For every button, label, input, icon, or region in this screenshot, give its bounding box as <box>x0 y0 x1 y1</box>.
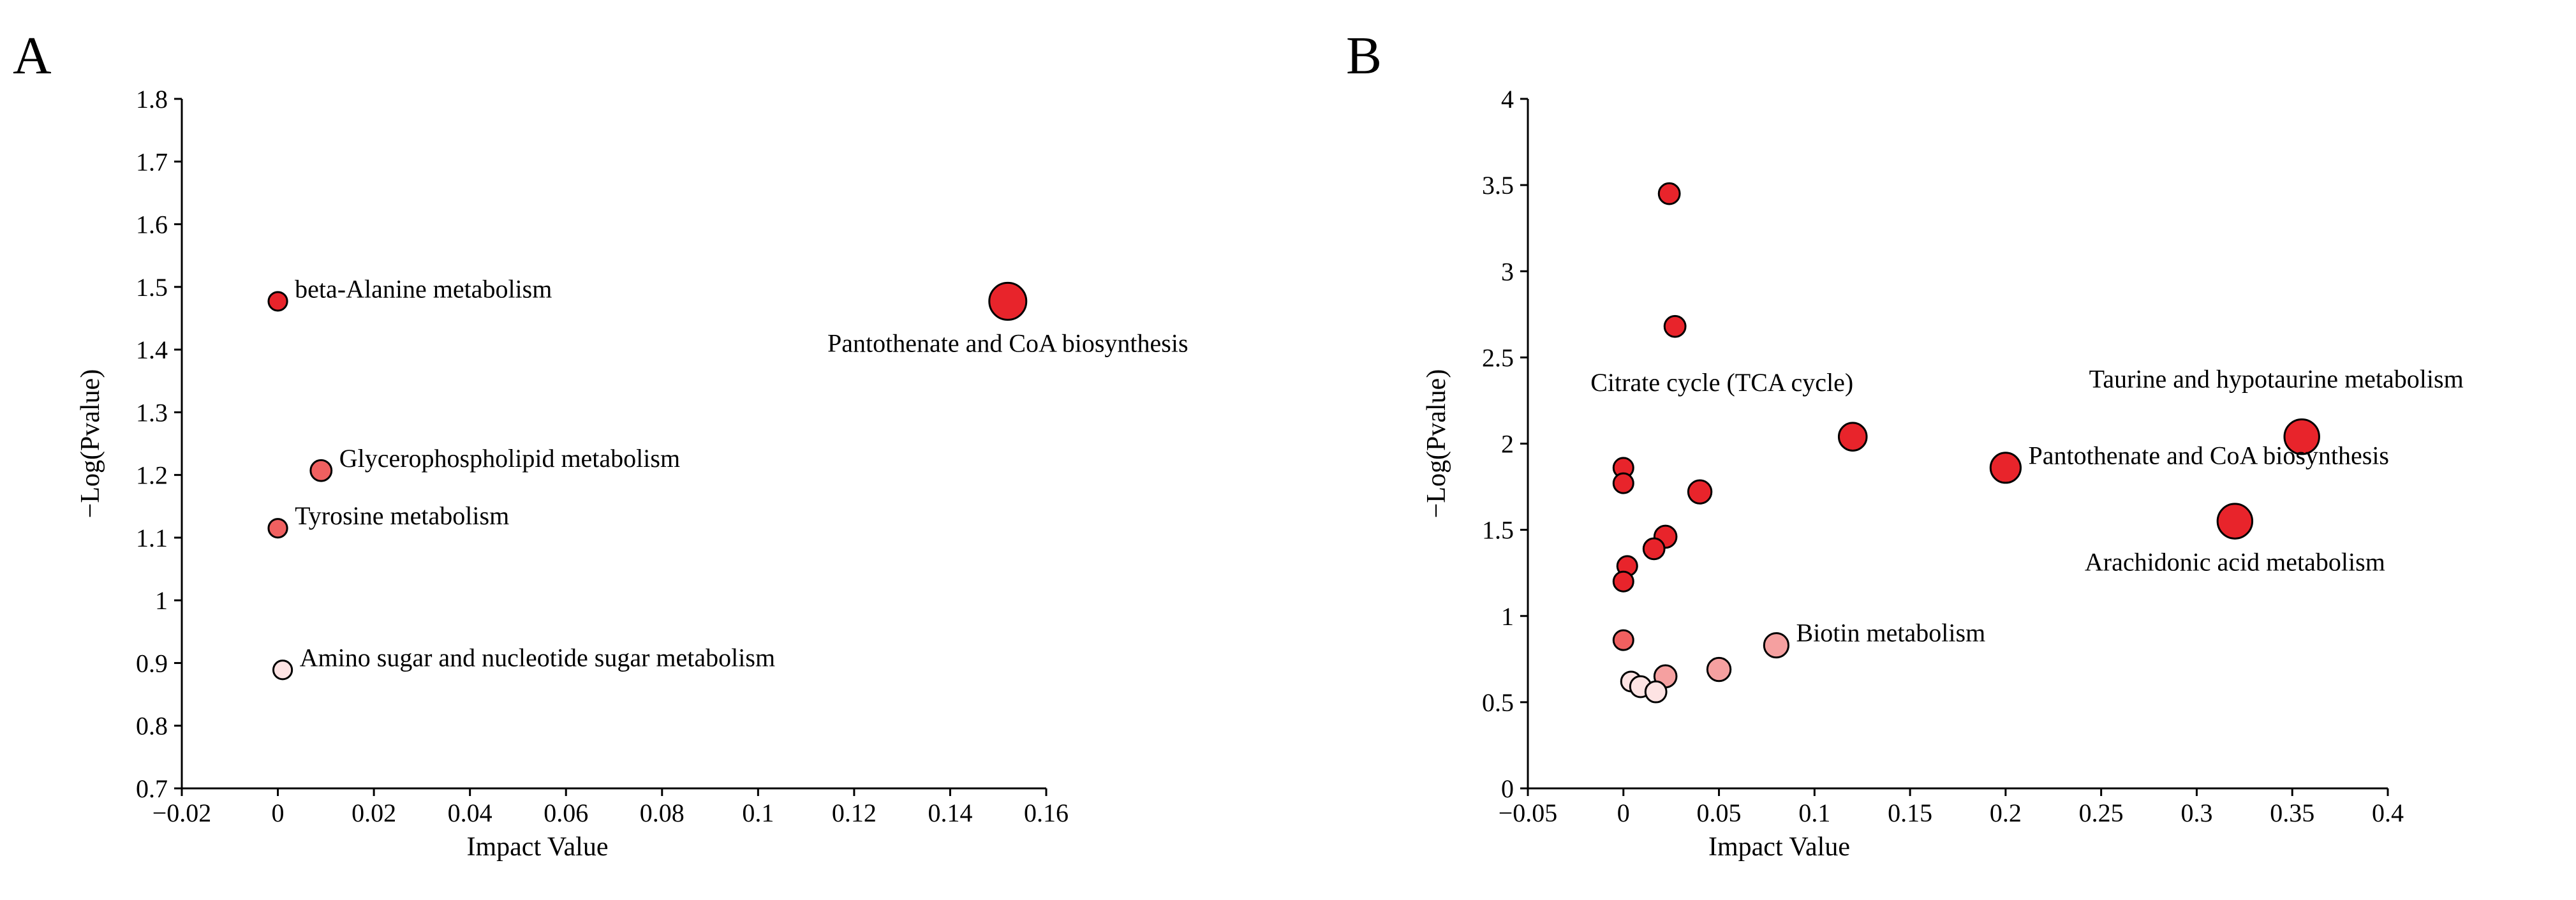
panel-label-b: B <box>1346 26 1382 85</box>
data-point <box>1642 537 1666 561</box>
panel-a: A −0.02 0 0.02 0.04 0.06 0.08 0.1 0.12 0.14 0.16 … <box>13 26 1188 862</box>
points-a: beta-Alanine metabolism Pantothenate and … <box>267 274 1188 681</box>
y-tick-label: 0.9 <box>136 649 168 677</box>
y-tick-label: 3.5 <box>1482 171 1514 200</box>
point-label: Amino sugar and nucleotide sugar metabol… <box>300 643 775 672</box>
data-point <box>267 291 288 312</box>
data-point <box>1837 422 1868 452</box>
data-point <box>267 518 288 539</box>
x-tick-label: 0.25 <box>2079 799 2124 827</box>
x-tick-label: 0.12 <box>832 799 877 827</box>
x-tick-label: 0.4 <box>2372 799 2404 827</box>
y-tick-label: 1.2 <box>136 461 168 490</box>
data-point <box>1612 472 1634 494</box>
x-tick-label: 0.15 <box>1888 799 1932 827</box>
x-tick-label: 0.35 <box>2270 799 2314 827</box>
x-tick-label: 0.16 <box>1024 799 1069 827</box>
y-tick-label: 1.4 <box>136 336 168 364</box>
y-tick-label: 0.8 <box>136 712 168 741</box>
y-tick-label: 2 <box>1501 430 1514 459</box>
x-tick-label: 0.14 <box>928 799 972 827</box>
point-label: Pantothenate and CoA biosynthesis <box>827 328 1188 357</box>
x-ticks-a: −0.02 0 0.02 0.04 0.06 0.08 0.1 0.12 0.14 0.16 <box>152 788 1069 827</box>
x-ticks-b: −0.05 0 0.05 0.1 0.15 0.2 0.25 0.3 0.35 0.4 <box>1499 788 2404 827</box>
x-tick-label: 0.3 <box>2180 799 2212 827</box>
y-tick-label: 4 <box>1501 85 1514 114</box>
x-tick-label: 0.1 <box>1798 799 1830 827</box>
y-tick-label: 1.1 <box>136 524 168 552</box>
data-point <box>309 459 333 482</box>
x-tick-label: 0.05 <box>1697 799 1742 827</box>
x-tick-label: 0.08 <box>640 799 685 827</box>
data-point <box>1612 570 1634 593</box>
x-axis-title-a: Impact Value <box>467 832 609 862</box>
y-ticks-b: 0 0.5 1 1.5 2 2.5 3 3.5 4 <box>1482 85 1528 803</box>
x-tick-label: −0.02 <box>152 799 212 827</box>
y-tick-label: 3 <box>1501 257 1514 286</box>
y-tick-label: 1.3 <box>136 398 168 427</box>
data-point <box>1763 632 1790 659</box>
data-point <box>2216 503 2254 540</box>
data-point <box>272 660 293 681</box>
point-label: Tyrosine metabolism <box>295 501 509 530</box>
point-label: beta-Alanine metabolism <box>295 274 552 303</box>
y-tick-label: 1.7 <box>136 147 168 176</box>
y-ticks-a: 0.7 0.8 0.9 1 1.1 1.2 1.3 1.4 1.5 1.6 1.7 1.8 <box>136 85 182 803</box>
y-axis-title-a: −Log(Pvalue) <box>76 369 105 519</box>
y-tick-label: 0.7 <box>136 774 168 803</box>
y-tick-label: 1.5 <box>1482 516 1514 545</box>
x-tick-label: 0.1 <box>742 799 774 827</box>
data-point <box>1663 314 1687 338</box>
point-label: Glycerophospholipid metabolism <box>339 444 680 473</box>
y-tick-label: 1 <box>1501 602 1514 631</box>
data-point <box>1989 452 2022 484</box>
x-tick-label: 0 <box>272 799 285 827</box>
y-tick-label: 1.5 <box>136 273 168 302</box>
points-b: Citrate cycle (TCA cycle) Taurine and hyp… <box>1590 182 2464 704</box>
data-point <box>988 281 1028 321</box>
data-point <box>1706 656 1732 682</box>
x-tick-label: 0.04 <box>448 799 492 827</box>
y-tick-label: 1 <box>155 586 168 615</box>
point-label: Biotin metabolism <box>1796 619 1986 647</box>
x-tick-label: 0.02 <box>352 799 396 827</box>
panel-b: B −0.05 0 0.05 0.1 0.15 0.2 0.25 0.3 0.35 0.4 00.… <box>1346 26 2464 862</box>
y-tick-label: 2.5 <box>1482 343 1514 372</box>
panel-label-a: A <box>13 26 52 85</box>
data-point <box>2283 418 2320 455</box>
point-label: Taurine and hypotaurine metabolism <box>2089 364 2464 393</box>
y-axis-title-b: −Log(Pvalue) <box>1422 369 1451 519</box>
x-axis-title-b: Impact Value <box>1708 832 1850 862</box>
point-label: Pantothenate and CoA biosynthesis <box>2028 441 2389 469</box>
point-label: Arachidonic acid metabolism <box>2085 547 2385 576</box>
x-tick-label: 0.2 <box>1990 799 2022 827</box>
point-label: Citrate cycle (TCA cycle) <box>1590 368 1853 397</box>
y-tick-label: 1.8 <box>136 85 168 114</box>
data-point <box>1687 479 1713 505</box>
y-tick-label: 1.6 <box>136 210 168 239</box>
x-tick-label: 0.06 <box>544 799 588 827</box>
data-point <box>1644 680 1668 704</box>
y-tick-label: 0 <box>1501 774 1514 803</box>
y-tick-label: 0.5 <box>1482 688 1514 717</box>
x-tick-label: 0 <box>1617 799 1630 827</box>
data-point <box>1657 182 1681 205</box>
x-tick-label: −0.05 <box>1499 799 1558 827</box>
data-point <box>1612 629 1634 651</box>
